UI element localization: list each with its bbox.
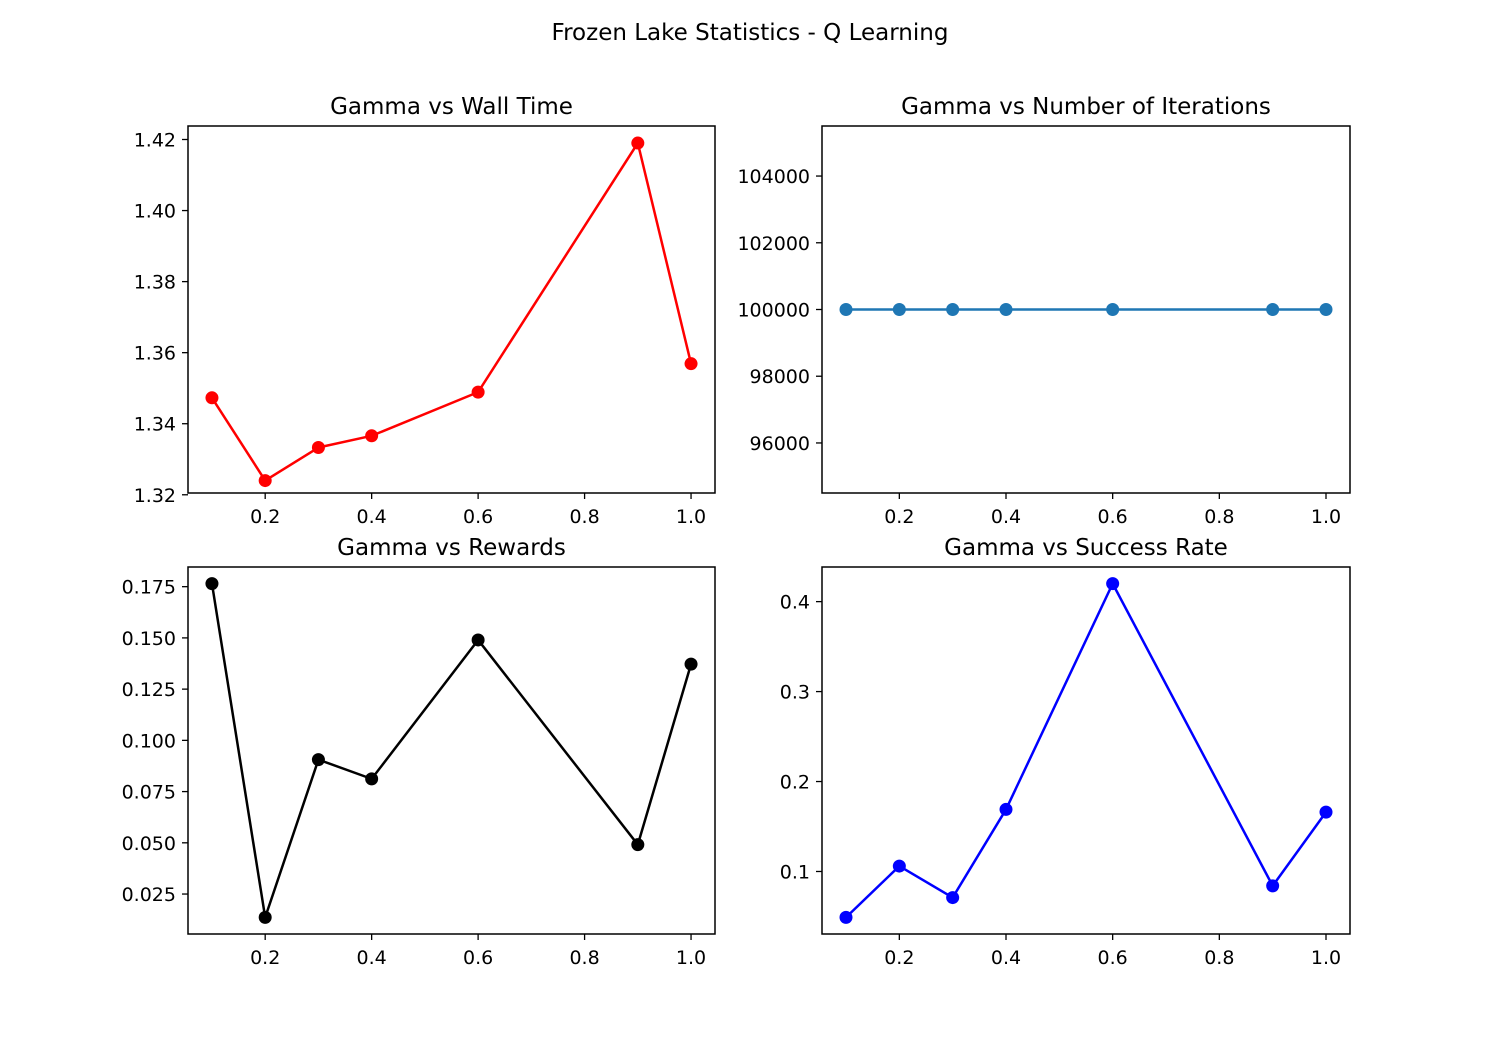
x-tick-label: 0.6 [1098,947,1128,969]
x-tick-label: 0.4 [991,947,1021,969]
y-tick-label: 98000 [750,366,810,388]
data-point [471,385,485,399]
data-point [1106,303,1120,316]
subplot-title: Gamma vs Success Rate [944,535,1228,561]
data-point [311,441,325,455]
data-point [1266,303,1280,316]
y-tick-label: 1.36 [134,343,176,365]
y-tick-label: 0.125 [122,679,176,701]
data-point [258,910,272,924]
x-tick-label: 0.8 [569,947,599,969]
x-tick-label: 0.4 [357,947,387,969]
y-tick-label: 0.2 [780,772,810,794]
data-point [205,577,219,591]
series-line [210,583,693,919]
data-point [1266,879,1280,893]
y-tick-label: 1.42 [134,130,176,152]
x-tick-label: 0.2 [250,506,280,528]
y-tick-label: 96000 [750,433,810,455]
x-tick-label: 0.2 [250,947,280,969]
y-tick-label: 0.3 [780,682,810,704]
subplot-title: Gamma vs Number of Iterations [901,94,1271,120]
axes-frame [821,125,1351,494]
y-tick-label: 104000 [737,166,810,188]
data-point [365,772,379,786]
data-point [839,910,853,924]
subplot-title: Gamma vs Wall Time [330,94,573,120]
data-point [946,891,960,905]
subplot-wall-time: Gamma vs Wall Time 0.2 0.4 0.6 0.8 1.0 1.32 1.3… [134,94,716,528]
x-tick-label: 0.2 [884,506,914,528]
x-tick-label: 1.0 [676,947,706,969]
x-tick-label: 0.6 [463,947,493,969]
x-tick-label: 0.8 [1204,947,1234,969]
data-point [892,859,906,873]
data-point [999,802,1013,816]
data-point [471,633,485,647]
data-point [892,303,906,316]
data-point [365,429,379,443]
subplot-success-rate: Gamma vs Success Rate 0.2 0.4 0.6 0.8 1.0 0.1 0… [780,535,1351,969]
data-point [946,303,960,316]
data-point [999,303,1013,316]
data-point [839,303,853,316]
y-tick-label: 0.075 [122,782,176,804]
x-tick-label: 0.4 [991,506,1021,528]
data-point [684,357,698,371]
subplot-iterations: Gamma vs Number of Iterations 0.2 0.4 0.6 0.… [737,94,1351,528]
data-point [205,391,219,405]
figure-suptitle: Frozen Lake Statistics - Q Learning [552,20,949,46]
y-tick-label: 0.050 [122,833,176,855]
x-tick-label: 0.2 [884,947,914,969]
y-tick-label: 1.38 [134,272,176,294]
y-tick-label: 0.150 [122,628,176,650]
data-point [631,136,645,150]
subplot-title: Gamma vs Rewards [337,535,566,561]
data-point [1319,805,1333,819]
y-tick-label: 102000 [737,233,810,255]
x-tick-label: 0.6 [463,506,493,528]
axes-frame [821,566,1351,935]
axes-frame [187,566,716,935]
y-tick-label: 1.40 [134,201,176,223]
y-tick-label: 1.34 [134,414,176,436]
data-point [258,474,272,488]
y-tick-label: 0.1 [780,861,810,883]
y-tick-label: 0.4 [780,592,810,614]
x-tick-label: 1.0 [1311,506,1341,528]
data-point [1319,303,1333,316]
x-tick-label: 0.8 [1204,506,1234,528]
data-point [684,657,698,671]
axes-frame [187,125,716,494]
y-tick-label: 100000 [737,300,810,322]
y-tick-label: 0.175 [122,577,176,599]
x-tick-label: 1.0 [676,506,706,528]
y-tick-label: 0.025 [122,884,176,906]
x-tick-label: 1.0 [1311,947,1341,969]
data-point [631,838,645,852]
data-point [1106,577,1120,591]
series-line [210,141,693,482]
subplot-rewards: Gamma vs Rewards 0.2 0.4 0.6 0.8 1.0 0.025 0.05… [122,535,716,969]
y-tick-label: 1.32 [134,485,176,507]
x-tick-label: 0.8 [569,506,599,528]
series-line [845,582,1328,919]
y-tick-label: 0.100 [122,730,176,752]
x-tick-label: 0.4 [357,506,387,528]
data-point [311,753,325,767]
x-tick-label: 0.6 [1098,506,1128,528]
